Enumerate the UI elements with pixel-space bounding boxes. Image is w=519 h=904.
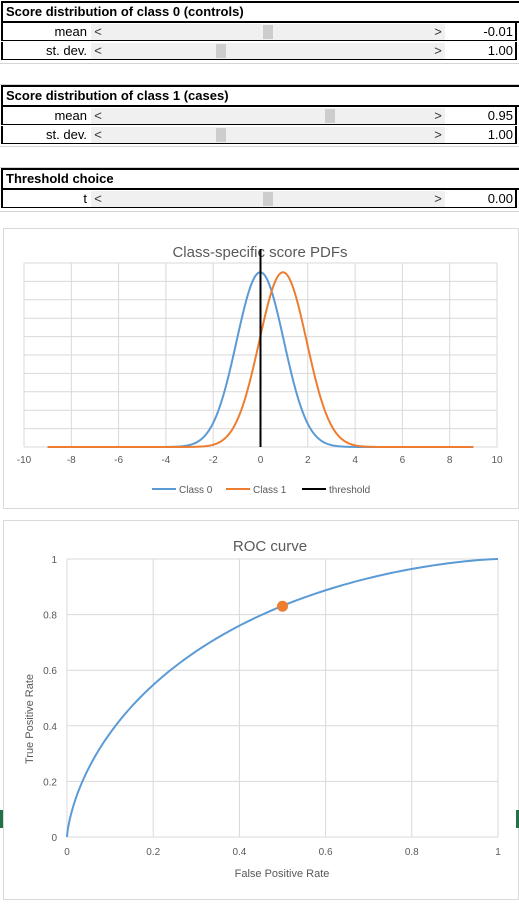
pdf-x-tick-label: 8	[447, 455, 453, 466]
pdf-x-tick-label: -2	[209, 455, 218, 466]
pdf-chart-svg: Class-specific score PDFs -10 -8 -6 -4 -2 0 2 4…	[17, 244, 503, 496]
scroll-right-arrow-icon[interactable]: >	[434, 43, 442, 58]
roc-y-axis-label: True Positive Rate	[24, 674, 36, 764]
class1-mean-row: mean < > 0.95	[1, 107, 517, 125]
roc-threshold-marker	[277, 600, 288, 612]
roc-x-tick-label: 0.8	[405, 847, 419, 858]
scroll-thumb[interactable]	[215, 44, 226, 58]
pdf-x-tick-label: -8	[67, 455, 76, 466]
class0-sd-scrollbar[interactable]: < >	[91, 43, 445, 59]
class1-mean-value: 0.95	[487, 108, 513, 123]
scroll-left-arrow-icon[interactable]: <	[94, 108, 102, 123]
pdf-x-tick-label: 0	[258, 455, 264, 466]
class0-sd-value: 1.00	[487, 43, 513, 58]
class1-mean-scrollbar[interactable]: < >	[91, 108, 445, 124]
sheet-selection-marker	[516, 810, 519, 828]
scroll-right-arrow-icon[interactable]: >	[434, 191, 442, 206]
sheet-gridline	[0, 211, 519, 212]
pdf-legend-label: threshold	[329, 485, 370, 496]
pdf-legend-label: Class 0	[179, 485, 213, 496]
roc-x-tick-label: 0.2	[146, 847, 160, 858]
sheet-gridline	[0, 63, 519, 64]
roc-y-tick-label: 0.4	[43, 722, 57, 733]
sheet-gridline	[0, 84, 519, 85]
class0-mean-label: mean	[54, 24, 87, 39]
class0-section-title: Score distribution of class 0 (controls)	[1, 1, 519, 23]
threshold-section-title: Threshold choice	[1, 168, 519, 190]
pdf-x-tick-label: -4	[161, 455, 170, 466]
class0-sd-label: st. dev.	[46, 43, 87, 58]
class0-sd-row: st. dev. < > 1.00	[1, 42, 517, 60]
class1-sd-row: st. dev. < > 1.00	[1, 126, 517, 144]
class1-sd-value: 1.00	[487, 127, 513, 142]
roc-x-axis-label: False Positive Rate	[235, 868, 330, 880]
class1-sd-label: st. dev.	[46, 127, 87, 142]
roc-x-tick-label: 1	[495, 847, 501, 858]
roc-chart-title: ROC curve	[233, 538, 307, 555]
pdf-x-tick-label: -6	[114, 455, 123, 466]
scroll-thumb[interactable]	[263, 25, 273, 39]
roc-y-tick-label: 0.6	[43, 666, 57, 677]
threshold-t-label: t	[83, 191, 87, 206]
scroll-left-arrow-icon[interactable]: <	[94, 127, 102, 142]
sheet-gridline	[0, 146, 519, 147]
roc-x-tick-label: 0.6	[319, 847, 333, 858]
scroll-right-arrow-icon[interactable]: >	[434, 24, 442, 39]
sheet-gridline	[0, 167, 519, 168]
roc-y-tick-label: 1	[51, 555, 57, 566]
threshold-scrollbar[interactable]: < >	[91, 191, 445, 207]
class0-mean-scrollbar[interactable]: < >	[91, 24, 445, 40]
roc-x-tick-label: 0	[64, 847, 70, 858]
class0-mean-row: mean < > -0.01	[1, 23, 517, 41]
pdf-x-tick-label: -10	[17, 455, 32, 466]
roc-chart-svg: ROC curve 0 0.2 0.4 0.6 0.8 1 0 0.2 0.4 0.6 0.8 1 F…	[24, 538, 501, 880]
roc-y-tick-label: 0	[51, 833, 57, 844]
scroll-right-arrow-icon[interactable]: >	[434, 108, 442, 123]
class1-section-title: Score distribution of class 1 (cases)	[1, 85, 519, 107]
roc-y-tick-label: 0.2	[43, 777, 57, 788]
scroll-left-arrow-icon[interactable]: <	[94, 24, 102, 39]
scroll-thumb[interactable]	[324, 109, 335, 123]
sheet-selection-marker	[0, 810, 3, 828]
scroll-right-arrow-icon[interactable]: >	[434, 127, 442, 142]
roc-chart[interactable]: ROC curve 0 0.2 0.4 0.6 0.8 1 0 0.2 0.4 0.6 0.8 1 F…	[3, 520, 519, 900]
pdf-x-tick-label: 4	[352, 455, 358, 466]
roc-y-tick-label: 0.8	[43, 611, 57, 622]
threshold-t-value: 0.00	[487, 191, 513, 206]
pdf-x-tick-label: 2	[305, 455, 311, 466]
class1-sd-scrollbar[interactable]: < >	[91, 127, 445, 143]
scroll-thumb[interactable]	[215, 128, 226, 142]
roc-curve-line	[66, 558, 498, 838]
pdf-legend-label: Class 1	[253, 485, 287, 496]
class0-mean-value: -0.01	[483, 24, 513, 39]
class1-mean-label: mean	[54, 108, 87, 123]
pdf-chart[interactable]: Class-specific score PDFs -10 -8 -6 -4 -2 0 2 4…	[3, 228, 519, 509]
pdf-x-tick-label: 6	[400, 455, 406, 466]
threshold-row: t < > 0.00	[1, 190, 517, 208]
scroll-left-arrow-icon[interactable]: <	[94, 191, 102, 206]
scroll-left-arrow-icon[interactable]: <	[94, 43, 102, 58]
roc-x-tick-label: 0.4	[232, 847, 246, 858]
pdf-x-tick-label: 10	[491, 455, 503, 466]
scroll-thumb[interactable]	[263, 192, 273, 206]
